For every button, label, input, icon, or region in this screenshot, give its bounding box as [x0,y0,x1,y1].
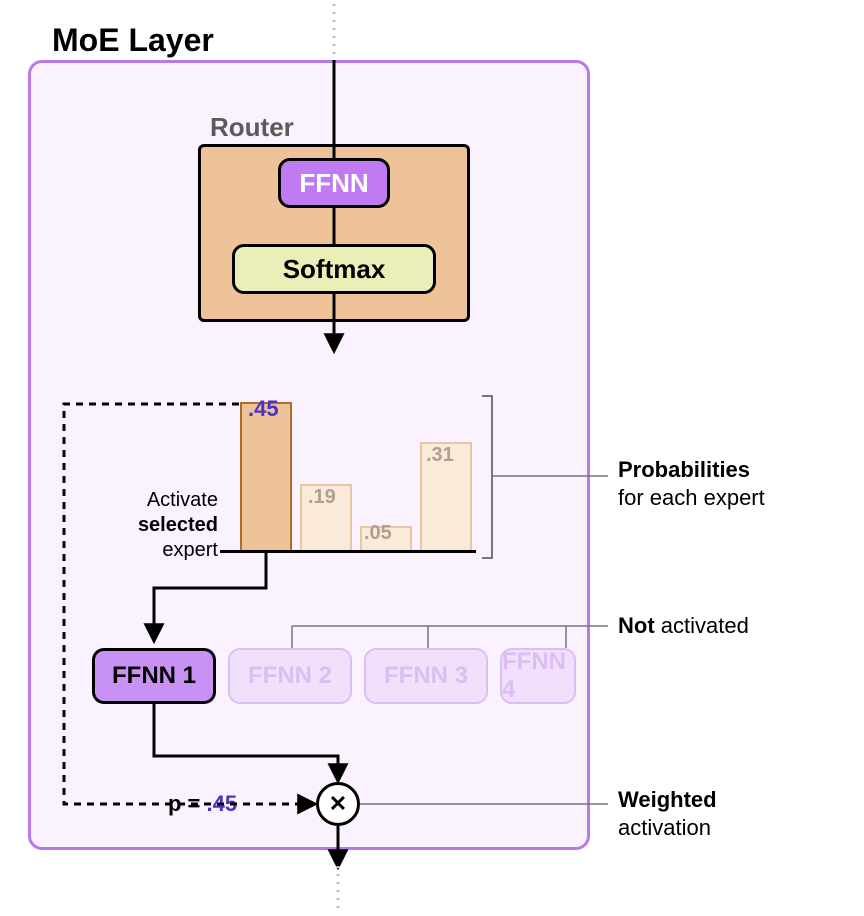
bar-1-label: .19 [308,486,336,509]
expert-1-label: FFNN 1 [112,662,196,690]
multiply-node: ✕ [316,782,360,826]
bars-baseline [220,550,476,553]
annot-not-activated: Not activated [618,612,749,640]
router-softmax-label: Softmax [283,254,386,285]
annot-weighted-rest: activation [618,815,711,840]
expert-3: FFNN 3 [364,648,488,704]
multiply-glyph: ✕ [329,791,347,817]
bar-2-label: .05 [364,522,392,545]
annot-not-rest: activated [655,613,749,638]
expert-3-label: FFNN 3 [384,662,468,690]
activate-line1: Activate [147,489,218,511]
p-prefix: p = [168,791,207,816]
moe-layer-title: MoE Layer [52,22,214,59]
activate-line2: selected [138,514,218,536]
annot-probabilities-bold: Probabilities [618,457,750,482]
bar-0 [240,402,292,550]
router-ffnn-box: FFNN [278,158,390,208]
expert-4-label: FFNN 4 [502,648,574,704]
expert-2-label: FFNN 2 [248,662,332,690]
router-title: Router [210,112,294,143]
activate-line3: expert [162,539,218,561]
p-value: .45 [207,791,238,816]
router-ffnn-label: FFNN [299,168,368,199]
annot-weighted: Weighted activation [618,786,717,841]
expert-1: FFNN 1 [92,648,216,704]
expert-2: FFNN 2 [228,648,352,704]
annot-not-bold: Not [618,613,655,638]
bar-3-label: .31 [426,444,454,467]
annot-weighted-bold: Weighted [618,787,717,812]
annot-probabilities: Probabilities for each expert [618,456,765,511]
router-softmax-box: Softmax [232,244,436,294]
p-label: p = .45 [168,790,237,818]
annot-probabilities-rest: for each expert [618,485,765,510]
bar-0-label: .45 [248,396,279,422]
activate-text: Activate selected expert [108,488,218,563]
expert-4: FFNN 4 [500,648,576,704]
